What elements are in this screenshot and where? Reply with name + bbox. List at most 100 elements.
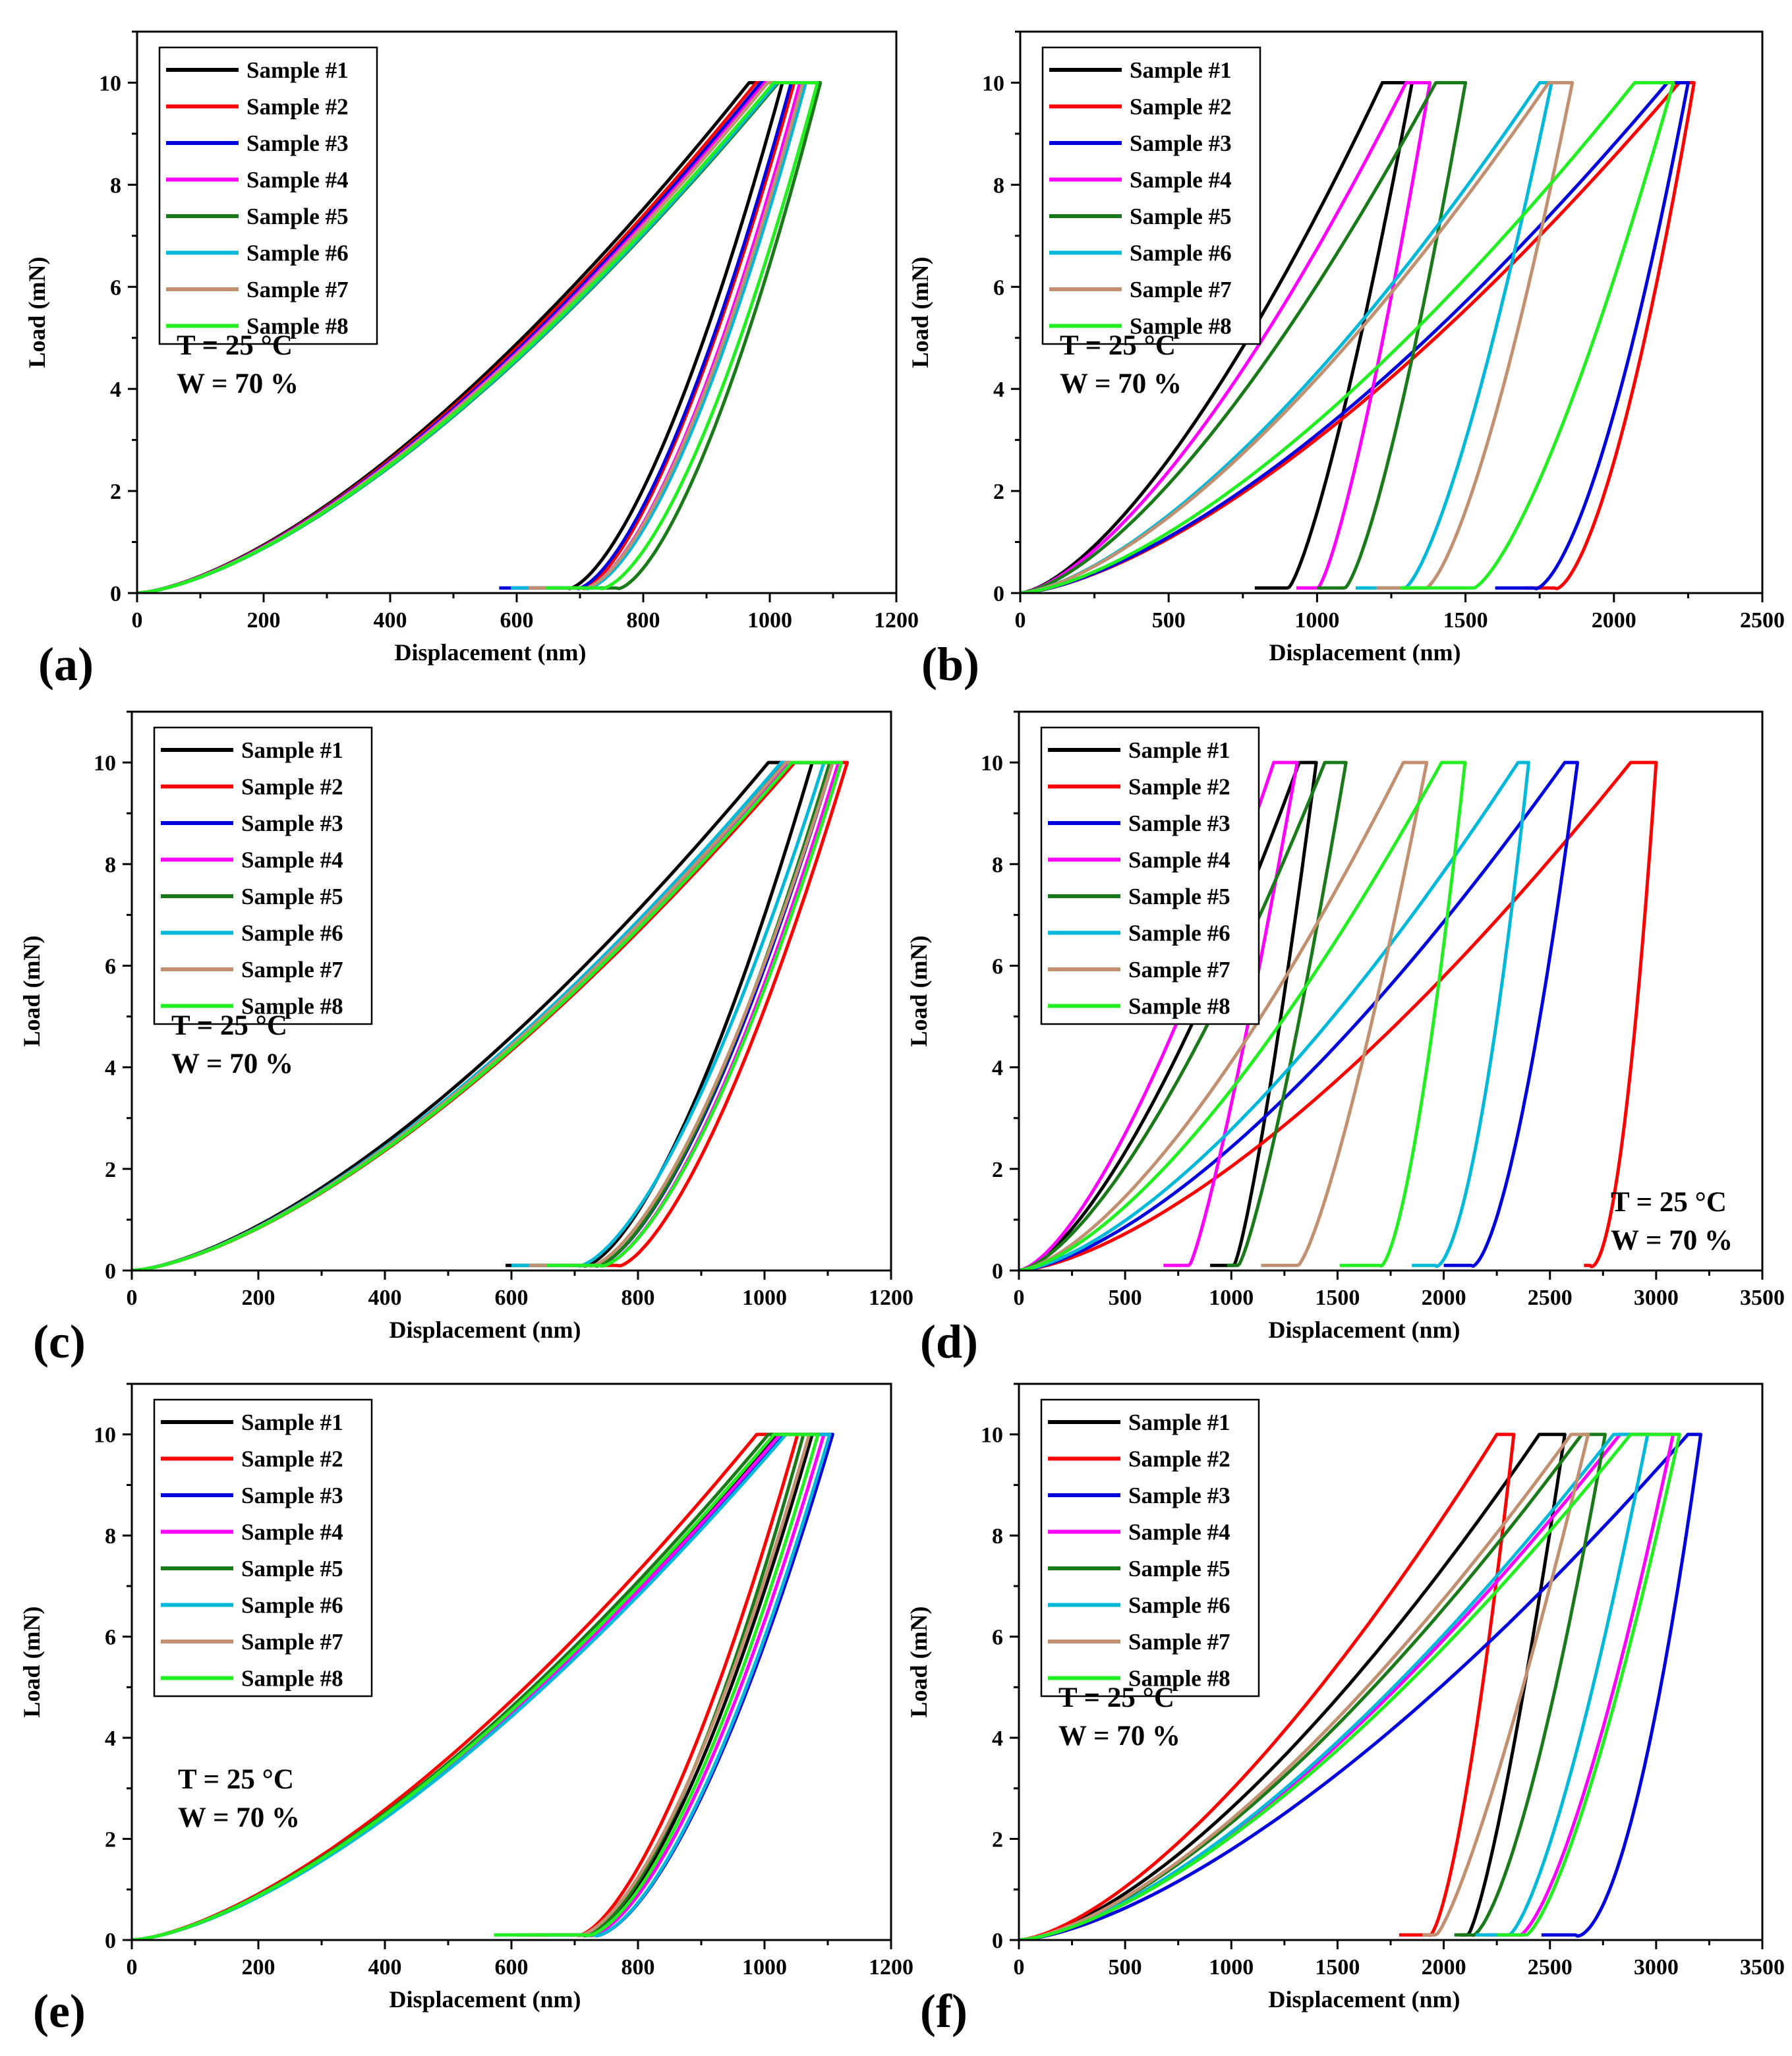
series-line-8 <box>132 1433 820 1940</box>
x-tick-label: 2500 <box>1528 1286 1573 1310</box>
series-line-2 <box>1019 1433 1516 1940</box>
x-tick-label: 800 <box>627 608 660 633</box>
legend-label-8: Sample #8 <box>241 1666 343 1692</box>
x-tick-label: 1000 <box>1209 1955 1254 1980</box>
y-tick-label: 10 <box>99 71 121 96</box>
legend-label-4: Sample #4 <box>241 1520 343 1545</box>
series-line-4 <box>1020 81 1432 593</box>
x-tick-label: 200 <box>247 608 281 633</box>
series-line-5 <box>1019 1433 1607 1940</box>
y-axis-title: Load (mN) <box>24 257 50 368</box>
legend-frame <box>1040 1398 1260 1698</box>
curves <box>132 1433 834 1940</box>
x-tick-label: 0 <box>1014 1286 1025 1310</box>
x-axis-title: Displacement (nm) <box>1269 1317 1460 1343</box>
series-line-2 <box>1020 81 1696 593</box>
x-axis-title: Displacement (nm) <box>1269 1986 1460 2013</box>
y-tick-label: 10 <box>981 751 1003 776</box>
legend-label-3: Sample #3 <box>1128 1483 1230 1508</box>
series-line-8 <box>1019 1433 1681 1940</box>
x-tick-label: 1000 <box>1294 608 1339 633</box>
curves <box>1019 760 1658 1271</box>
x-tick-label: 0 <box>1014 1955 1025 1980</box>
y-tick-label: 2 <box>105 1158 116 1182</box>
x-tick-label: 200 <box>242 1286 275 1310</box>
legend-label-2: Sample #2 <box>1130 94 1232 120</box>
legend-label-6: Sample #6 <box>241 921 343 946</box>
annotation-weight: W = 70 % <box>1058 1721 1180 1752</box>
annotation-weight: W = 70 % <box>171 1048 293 1079</box>
x-tick-label: 400 <box>368 1955 402 1980</box>
legend-label-4: Sample #4 <box>1128 1520 1230 1545</box>
legend-label-1: Sample #1 <box>246 57 349 83</box>
y-tick-label: 2 <box>993 480 1004 504</box>
panel-c: 0 200 400 600 800 1000 1200 0 2 4 6 8 10 Displacement… <box>18 710 913 1368</box>
curves <box>132 760 849 1271</box>
x-tick-label: 2000 <box>1592 608 1636 633</box>
x-tick-label: 1200 <box>869 1955 913 1980</box>
legend-label-1: Sample #1 <box>1128 737 1230 763</box>
series-line-3 <box>1020 81 1690 593</box>
legend-label-7: Sample #7 <box>241 957 343 983</box>
y-tick-label: 10 <box>94 1423 116 1448</box>
series-line-5 <box>1019 760 1348 1271</box>
series-line-7 <box>1019 760 1429 1271</box>
legend: Sample #1 Sample #2 Sample #3 Sample #4 Samp… <box>1040 1398 1260 1698</box>
x-tick-label: 3500 <box>1740 1955 1785 1980</box>
series-line-3 <box>1019 760 1580 1271</box>
series-line-6 <box>132 1433 832 1940</box>
curves <box>1019 1433 1702 1940</box>
y-tick-label: 2 <box>105 1828 116 1852</box>
legend-label-3: Sample #3 <box>1130 130 1232 156</box>
legend-label-5: Sample #5 <box>1128 884 1230 909</box>
panel-label: (d) <box>920 1315 978 1368</box>
y-tick-label: 8 <box>105 853 116 877</box>
legend-label-5: Sample #5 <box>1130 204 1232 229</box>
x-tick-label: 500 <box>1152 608 1186 633</box>
x-tick-label: 1000 <box>747 608 792 633</box>
y-tick-label: 6 <box>992 1626 1003 1650</box>
legend-label-8: Sample #8 <box>241 994 343 1019</box>
x-axis-title: Displacement (nm) <box>1269 639 1461 666</box>
legend-label-5: Sample #5 <box>246 204 349 229</box>
y-tick-label: 8 <box>105 1524 116 1549</box>
legend-label-6: Sample #6 <box>1130 241 1232 266</box>
series-line-7 <box>1020 81 1575 593</box>
annotation-weight: W = 70 % <box>1060 368 1182 399</box>
x-tick-label: 1000 <box>742 1286 787 1310</box>
legend-label-4: Sample #4 <box>246 167 349 193</box>
panel-label: (a) <box>38 638 94 691</box>
annotation-weight: W = 70 % <box>178 1802 300 1833</box>
y-axis-title: Load (mN) <box>18 936 45 1047</box>
legend-label-2: Sample #2 <box>1128 1446 1230 1472</box>
panel-label: (b) <box>921 638 979 691</box>
y-tick-label: 6 <box>105 1626 116 1650</box>
x-tick-label: 0 <box>127 1955 138 1980</box>
legend: Sample #1 Sample #2 Sample #3 Sample #4 Samp… <box>1041 46 1261 345</box>
legend-label-6: Sample #6 <box>1128 921 1230 946</box>
x-tick-label: 3500 <box>1740 1286 1785 1310</box>
y-tick-label: 0 <box>105 1259 116 1284</box>
legend-frame <box>1040 726 1260 1025</box>
legend-label-5: Sample #5 <box>1128 1556 1230 1582</box>
series-line-6 <box>1019 760 1530 1271</box>
x-tick-label: 0 <box>127 1286 138 1310</box>
panel-e: 0 200 400 600 800 1000 1200 0 2 4 6 8 10 Displacement… <box>18 1383 913 2038</box>
legend: Sample #1 Sample #2 Sample #3 Sample #4 Samp… <box>158 46 378 345</box>
x-axis-title: Displacement (nm) <box>395 639 587 666</box>
y-tick-label: 0 <box>992 1929 1003 1953</box>
legend-label-2: Sample #2 <box>246 94 349 120</box>
legend-label-7: Sample #7 <box>241 1629 343 1655</box>
annotation-weight: W = 70 % <box>177 368 299 399</box>
legend-label-8: Sample #8 <box>1130 314 1232 339</box>
x-tick-label: 0 <box>1015 608 1026 633</box>
x-tick-label: 2000 <box>1422 1955 1466 1980</box>
x-tick-label: 800 <box>621 1286 655 1310</box>
x-axis-title: Displacement (nm) <box>390 1317 581 1343</box>
x-tick-label: 500 <box>1109 1955 1142 1980</box>
x-tick-label: 2500 <box>1740 608 1785 633</box>
y-tick-label: 2 <box>992 1828 1003 1852</box>
y-tick-label: 4 <box>105 1056 116 1081</box>
y-tick-label: 10 <box>982 71 1004 96</box>
annotation-temperature: T = 25 °C <box>1611 1187 1727 1218</box>
